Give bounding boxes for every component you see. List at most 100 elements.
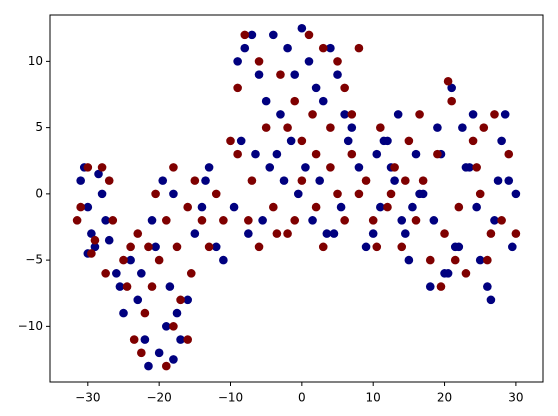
point [161,361,171,371]
point [490,110,499,119]
point [500,110,510,119]
point [361,176,371,185]
point [304,30,314,40]
point [183,202,192,212]
point [137,269,146,278]
x-tick-label: 30 [508,391,523,405]
point [197,202,207,212]
point [504,176,514,185]
point [236,136,246,146]
point [144,361,153,371]
point [172,242,182,252]
point [101,216,110,225]
point [172,308,182,318]
point [368,229,378,238]
point [297,176,307,185]
point [290,70,300,79]
x-tick-label: 10 [366,391,381,405]
point [219,216,228,225]
point [112,269,121,278]
point [425,255,435,265]
point [119,308,128,318]
y-tick-label: 10 [28,54,43,68]
point [272,229,282,238]
point [479,123,489,132]
point [361,242,371,252]
point [490,216,499,225]
point [133,229,143,238]
point [137,348,146,358]
y-tick-label: 5 [35,120,43,134]
point [336,202,346,212]
point [415,110,424,119]
point [87,249,96,258]
point [254,242,264,252]
point [393,110,403,119]
point [493,176,503,185]
point [261,123,271,132]
point [183,335,192,344]
point [165,282,175,291]
point [311,202,321,212]
point [169,322,178,331]
point [329,229,339,238]
point [204,163,214,172]
point [151,189,160,199]
point [368,216,378,225]
point [318,96,328,106]
point [343,136,353,146]
point [397,242,407,252]
point [440,229,449,238]
point [511,229,521,238]
point [83,163,93,172]
point [190,229,200,238]
point [293,189,303,199]
point [326,43,335,53]
point [169,163,178,172]
point [425,282,435,291]
point [486,295,496,305]
point [411,216,421,225]
point [283,43,292,53]
point [233,57,242,66]
point [333,57,342,66]
point [283,123,292,132]
point [140,308,150,318]
point [468,136,478,146]
point [340,216,349,225]
point [433,149,442,159]
point [211,189,221,199]
point [122,282,132,291]
point [290,216,300,225]
point [140,335,150,344]
x-tick-label: −30 [75,391,100,405]
point [183,295,192,305]
point [450,255,460,265]
point [497,216,506,225]
point [247,30,257,40]
point [465,163,474,172]
point [297,136,307,146]
point [383,202,392,212]
point [304,57,314,66]
point [211,242,221,252]
point [226,136,235,146]
point [483,282,492,291]
point [176,295,185,305]
point [240,43,250,53]
point [315,176,324,185]
point [151,242,160,252]
point [276,110,285,119]
point [418,176,428,185]
point [190,176,200,185]
point [290,96,300,106]
point [94,169,103,179]
point [90,242,100,252]
point [244,216,253,225]
point [404,255,414,265]
point [90,235,100,245]
point [72,216,82,225]
point [97,163,107,172]
point [404,136,414,146]
point [347,110,357,119]
